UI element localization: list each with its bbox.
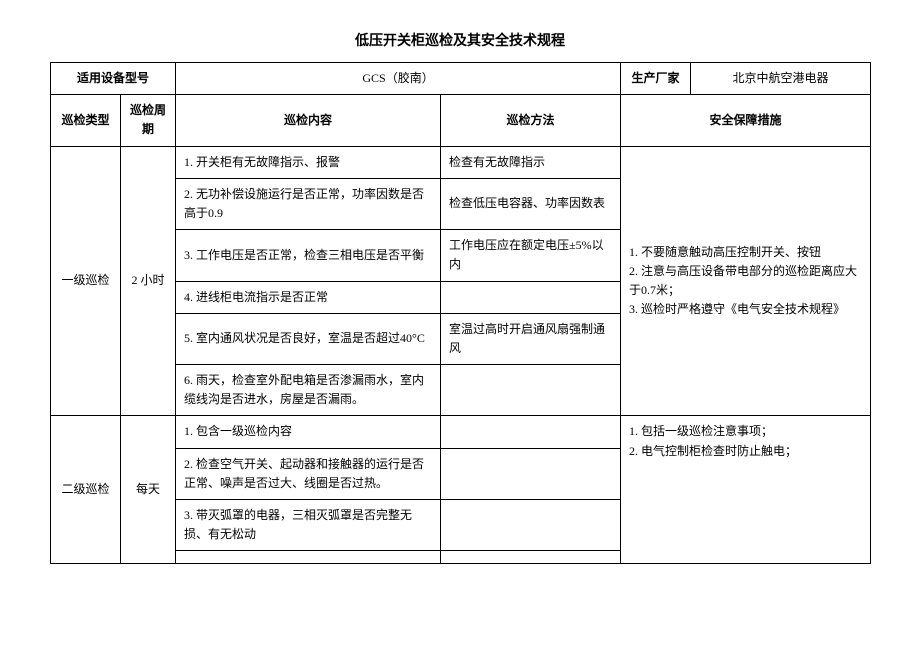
col-inspection-method: 巡检方法: [441, 95, 621, 146]
inspection-table: 适用设备型号 GCS（胶南） 生产厂家 北京中航空港电器 巡检类型 巡检周期 巡…: [50, 62, 871, 564]
level2-cycle: 每天: [121, 416, 176, 564]
level1-content-6: 6. 雨天，检查室外配电箱是否渗漏雨水，室内缆线沟是否进水，房屋是否漏雨。: [176, 365, 441, 416]
level2-safety: 1. 包括一级巡检注意事项； 2. 电气控制柜检查时防止触电；: [621, 416, 871, 564]
level1-content-3: 3. 工作电压是否正常，检查三相电压是否平衡: [176, 230, 441, 281]
level2-content-2: 2. 检查空气开关、起动器和接触器的运行是否正常、噪声是否过大、线圈是否过热。: [176, 448, 441, 499]
level2-method-2: [441, 448, 621, 499]
level2-content-3: 3. 带灭弧罩的电器，三相灭弧罩是否完整无损、有无松动: [176, 500, 441, 551]
table-row: 二级巡检 每天 1. 包含一级巡检内容 1. 包括一级巡检注意事项； 2. 电气…: [51, 416, 871, 448]
level2-method-1: [441, 416, 621, 448]
level1-method-5: 室温过高时开启通风扇强制通风: [441, 313, 621, 364]
manufacturer-label: 生产厂家: [621, 63, 691, 95]
level1-content-4: 4. 进线柜电流指示是否正常: [176, 281, 441, 313]
header-row-columns: 巡检类型 巡检周期 巡检内容 巡检方法 安全保障措施: [51, 95, 871, 146]
level1-method-1: 检查有无故障指示: [441, 146, 621, 178]
level2-extra-method: [441, 551, 621, 564]
level2-extra-content: [176, 551, 441, 564]
device-model-value: GCS（胶南）: [176, 63, 621, 95]
level1-method-2: 检查低压电容器、功率因数表: [441, 178, 621, 229]
level1-content-2: 2. 无功补偿设施运行是否正常，功率因数是否高于0.9: [176, 178, 441, 229]
level2-method-3: [441, 500, 621, 551]
level2-type: 二级巡检: [51, 416, 121, 564]
col-inspection-content: 巡检内容: [176, 95, 441, 146]
col-safety-measures: 安全保障措施: [621, 95, 871, 146]
level1-type: 一级巡检: [51, 146, 121, 416]
level1-content-5: 5. 室内通风状况是否良好，室温是否超过40°C: [176, 313, 441, 364]
level2-content-1: 1. 包含一级巡检内容: [176, 416, 441, 448]
manufacturer-value: 北京中航空港电器: [691, 63, 871, 95]
level1-safety: 1. 不要随意触动高压控制开关、按钮 2. 注意与高压设备带电部分的巡检距离应大…: [621, 146, 871, 416]
document-title: 低压开关柜巡检及其安全技术规程: [50, 30, 870, 50]
level1-method-4: [441, 281, 621, 313]
level1-cycle: 2 小时: [121, 146, 176, 416]
level1-method-3: 工作电压应在额定电压±5%以内: [441, 230, 621, 281]
header-row-device: 适用设备型号 GCS（胶南） 生产厂家 北京中航空港电器: [51, 63, 871, 95]
level1-method-6: [441, 365, 621, 416]
col-inspection-cycle: 巡检周期: [121, 95, 176, 146]
device-model-label: 适用设备型号: [51, 63, 176, 95]
col-inspection-type: 巡检类型: [51, 95, 121, 146]
table-row: 一级巡检 2 小时 1. 开关柜有无故障指示、报警 检查有无故障指示 1. 不要…: [51, 146, 871, 178]
level1-content-1: 1. 开关柜有无故障指示、报警: [176, 146, 441, 178]
